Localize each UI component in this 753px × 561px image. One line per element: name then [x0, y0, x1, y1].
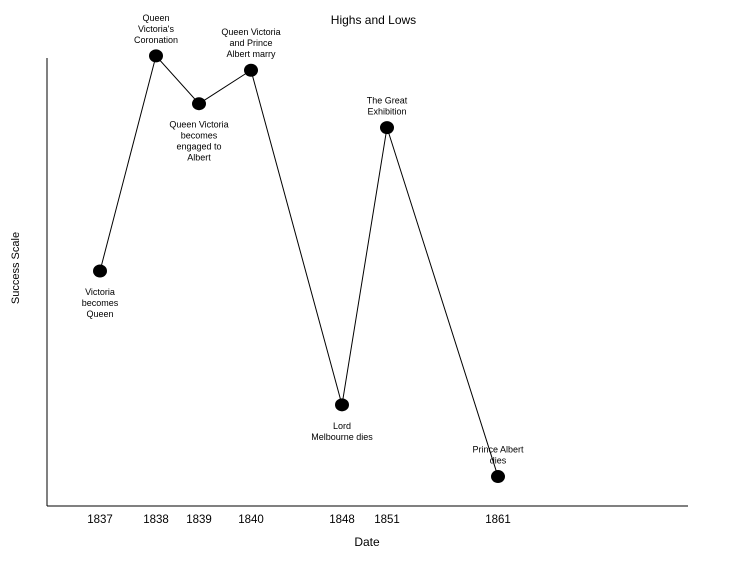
data-point-1839 — [192, 97, 206, 111]
data-point-1838 — [149, 49, 163, 63]
annotation-1837: Victoria becomes Queen — [82, 287, 119, 319]
data-point-1861 — [491, 470, 505, 484]
x-tick-label-1839: 1839 — [186, 514, 212, 526]
x-tick-label-1838: 1838 — [143, 514, 169, 526]
x-axis-label: Date — [354, 535, 380, 549]
x-tick-label-1837: 1837 — [87, 514, 113, 526]
x-tick-label-1861: 1861 — [485, 514, 511, 526]
annotation-1839: Queen Victoria becomes engaged to Albert — [169, 120, 228, 163]
annotation-1848: Lord Melbourne dies — [311, 421, 373, 442]
annotation-1861: Prince Albert dies — [472, 445, 524, 466]
data-point-1851 — [380, 121, 394, 135]
x-tick-label-1848: 1848 — [329, 514, 355, 526]
data-point-1840 — [244, 63, 258, 77]
series-line — [99, 54, 499, 477]
annotation-1838: Queen Victoria's Coronation — [134, 13, 178, 45]
annotation-1851: The Great Exhibition — [367, 96, 408, 117]
x-tick-label-1840: 1840 — [238, 514, 264, 526]
data-point-1848 — [335, 398, 349, 412]
data-point-1837 — [93, 264, 107, 278]
annotation-1840: Queen Victoria and Prince Albert marry — [221, 27, 280, 59]
x-tick-label-1851: 1851 — [374, 514, 400, 526]
chart-title: Highs and Lows — [330, 13, 417, 27]
